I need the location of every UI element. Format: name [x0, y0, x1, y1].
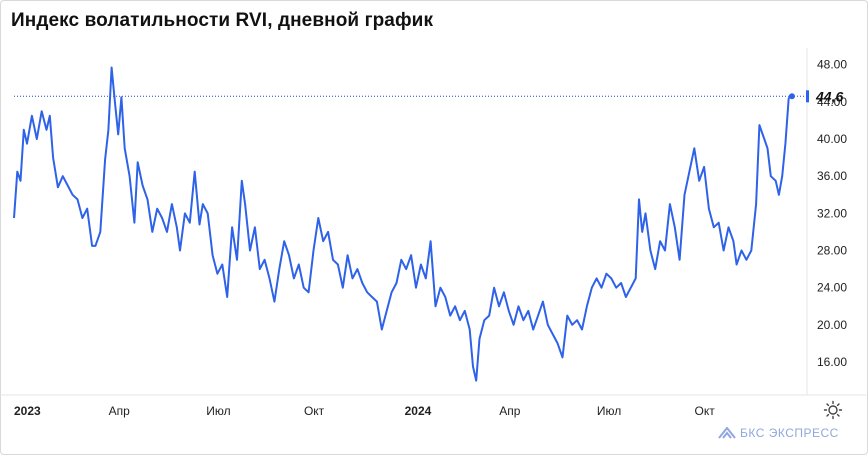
settings-sun-icon[interactable] — [823, 400, 843, 420]
y-tick-label: 16.00 — [817, 355, 847, 369]
x-axis-ticks: 2023 Апр Июл Окт 2024 Апр Июл Окт — [14, 404, 715, 418]
brand-text: БКС ЭКСПРЕСС — [740, 426, 839, 440]
x-tick-label: Апр — [499, 404, 521, 418]
y-axis-ticks: 48.00 44.00 40.00 36.00 32.00 28.00 24.00 20.00… — [817, 58, 847, 369]
series-line[interactable] — [13, 66, 793, 382]
bks-logo-icon — [718, 427, 736, 439]
x-tick-label: Апр — [109, 404, 131, 418]
x-tick-label: Июл — [206, 404, 230, 418]
last-value-marker[interactable] — [788, 93, 795, 100]
y-tick-label: 32.00 — [817, 206, 847, 220]
x-tick-label: 2023 — [14, 404, 41, 418]
y-tick-label: 20.00 — [817, 318, 847, 332]
last-value-axis-marker — [806, 90, 809, 103]
x-tick-label: Июл — [597, 404, 621, 418]
y-tick-label: 36.00 — [817, 169, 847, 183]
y-tick-label: 48.00 — [817, 58, 847, 72]
last-value-label: 44,6 — [815, 88, 843, 104]
chart-title: Индекс волатильности RVI, дневной график — [11, 10, 434, 31]
brand-watermark: БКС ЭКСПРЕСС — [718, 426, 839, 440]
y-tick-label: 24.00 — [817, 281, 847, 295]
x-tick-label: Окт — [695, 404, 716, 418]
y-tick-label: 40.00 — [817, 132, 847, 146]
y-tick-label: 28.00 — [817, 244, 847, 258]
x-tick-label: 2024 — [405, 404, 432, 418]
y-tick-label: 44.00 — [817, 95, 847, 109]
x-tick-label: Окт — [304, 404, 325, 418]
